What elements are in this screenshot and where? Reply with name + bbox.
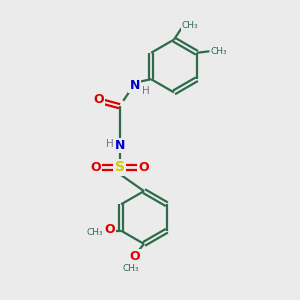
Text: O: O xyxy=(93,93,104,106)
Text: N: N xyxy=(114,139,125,152)
Text: O: O xyxy=(129,250,140,263)
Text: O: O xyxy=(104,223,115,236)
Text: O: O xyxy=(90,161,101,174)
Text: H: H xyxy=(106,139,114,149)
Text: N: N xyxy=(129,79,140,92)
Text: CH₃: CH₃ xyxy=(211,47,227,56)
Text: CH₃: CH₃ xyxy=(86,228,103,237)
Text: O: O xyxy=(138,161,149,174)
Text: CH₃: CH₃ xyxy=(182,21,198,30)
Text: H: H xyxy=(142,85,150,96)
Text: CH₃: CH₃ xyxy=(122,264,139,273)
Text: S: S xyxy=(115,160,124,174)
